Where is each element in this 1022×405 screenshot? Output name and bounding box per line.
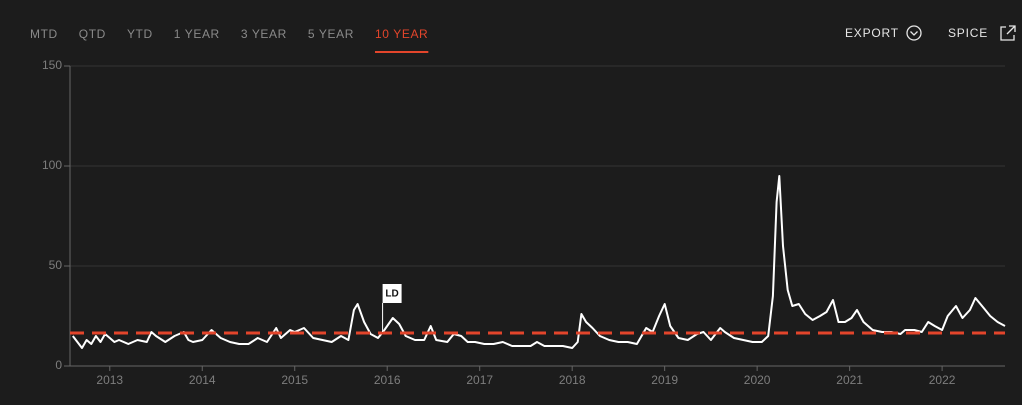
x-tick-label: 2016	[374, 373, 401, 387]
external-link-icon[interactable]	[1000, 25, 1016, 41]
plot-area: 0 50 100 150 2013 2014 2015 2016 2017 2018 2019 202…	[42, 58, 1006, 387]
export-icon[interactable]	[906, 25, 922, 41]
data-line	[72, 175, 1006, 349]
y-tick-label: 50	[49, 258, 63, 272]
y-tick-label: 100	[42, 158, 62, 172]
active-tab-underline	[374, 51, 429, 53]
x-tick-label: 2018	[559, 373, 586, 387]
tab[interactable]: QTD	[79, 27, 106, 41]
tab[interactable]: 10 YEAR	[375, 27, 428, 41]
x-tick-label: 2021	[836, 373, 863, 387]
tab[interactable]: 1 YEAR	[174, 27, 220, 41]
x-tick-label: 2019	[651, 373, 678, 387]
x-tick-label: 2022	[929, 373, 956, 387]
export-button[interactable]: EXPORT	[845, 26, 899, 40]
annotation-box	[382, 284, 402, 303]
tab-bar: MTD QTD YTD 1 YEAR 3 YEAR 5 YEAR 10 YEAR	[30, 27, 429, 53]
tab[interactable]: MTD	[30, 27, 58, 41]
y-tick-label: 150	[42, 58, 62, 72]
x-tick-label: 2013	[96, 373, 123, 387]
x-tick-label: 2015	[281, 373, 308, 387]
x-tick-label: 2020	[744, 373, 771, 387]
y-tick-label: 0	[55, 358, 62, 372]
tab[interactable]: YTD	[127, 27, 153, 41]
x-tick-label: 2014	[189, 373, 216, 387]
tab[interactable]: 5 YEAR	[308, 27, 354, 41]
annotation-label: LD	[385, 289, 398, 300]
spice-button[interactable]: SPICE	[948, 26, 988, 40]
tab[interactable]: 3 YEAR	[241, 27, 287, 41]
x-tick-label: 2017	[466, 373, 493, 387]
